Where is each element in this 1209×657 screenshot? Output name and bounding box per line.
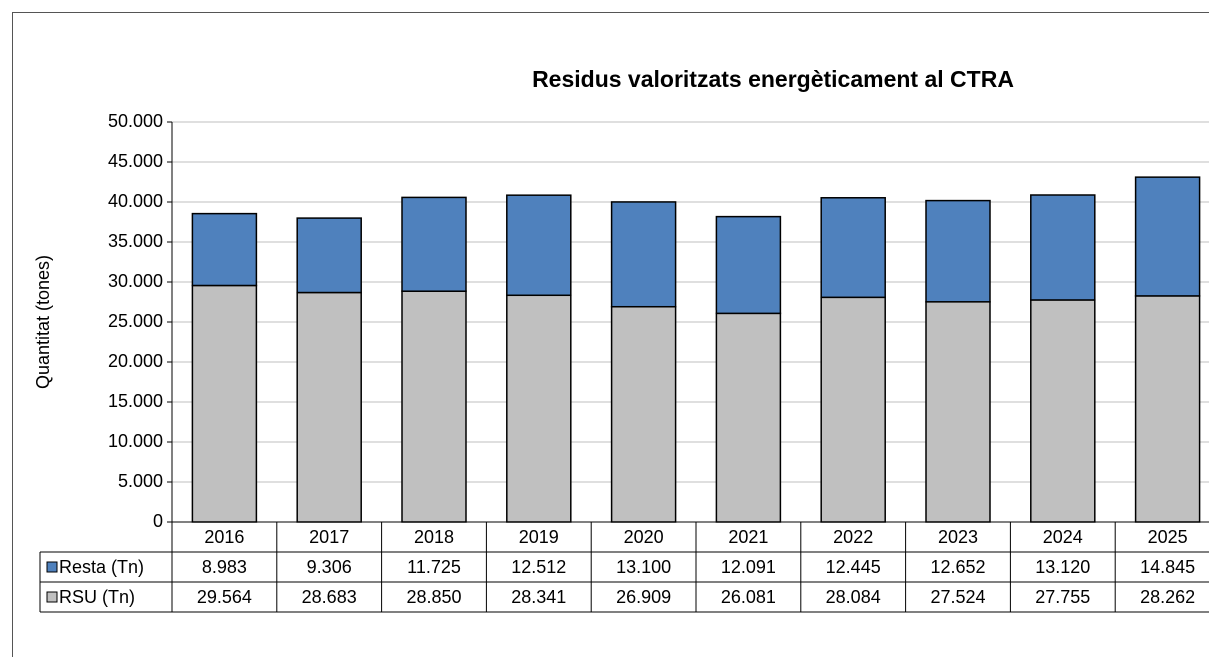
table-value: 27.755: [1035, 587, 1090, 607]
table-value: 9.306: [307, 557, 352, 577]
y-tick-label: 35.000: [108, 231, 163, 251]
x-tick-label: 2020: [624, 527, 664, 547]
bar-segment: [925, 199, 991, 303]
table-value: 14.845: [1140, 557, 1195, 577]
bar-segment: [1134, 295, 1201, 523]
x-tick-label: 2017: [309, 527, 349, 547]
legend-swatch: [46, 591, 58, 603]
table-value: 27.524: [930, 587, 985, 607]
y-tick-label: 50.000: [108, 111, 163, 131]
y-tick-label: 40.000: [108, 191, 163, 211]
x-tick-label: 2023: [938, 527, 978, 547]
bar-segment: [925, 301, 991, 523]
y-tick-label: 5.000: [118, 471, 163, 491]
table-value: 12.512: [511, 557, 566, 577]
bar-segment: [1030, 194, 1096, 301]
y-tick-label: 45.000: [108, 151, 163, 171]
y-axis-label: Quantitat (tones): [33, 255, 53, 389]
y-tick-label: 0: [153, 511, 163, 531]
bar-segment: [296, 217, 362, 294]
bar-segment: [296, 291, 362, 523]
bar-segment: [715, 312, 782, 523]
x-tick-label: 2025: [1148, 527, 1188, 547]
x-tick-label: 2024: [1043, 527, 1083, 547]
x-tick-label: 2016: [204, 527, 244, 547]
y-tick-label: 30.000: [108, 271, 163, 291]
y-tick-label: 10.000: [108, 431, 163, 451]
table-value: 28.341: [511, 587, 566, 607]
bar-segment: [401, 290, 467, 523]
x-tick-label: 2019: [519, 527, 559, 547]
table-value: 12.652: [930, 557, 985, 577]
bar-segment: [610, 201, 677, 308]
table-value: 28.850: [406, 587, 461, 607]
legend-swatch: [46, 561, 58, 573]
table-value: 28.683: [302, 587, 357, 607]
legend-label: Resta (Tn): [59, 557, 144, 577]
legend-label: RSU (Tn): [59, 587, 135, 607]
x-tick-label: 2022: [833, 527, 873, 547]
table-value: 28.262: [1140, 587, 1195, 607]
table-value: 13.120: [1035, 557, 1090, 577]
bar-segment: [1134, 176, 1201, 297]
bar-segment: [401, 196, 467, 292]
bar-segment: [191, 212, 258, 287]
table-value: 29.564: [197, 587, 252, 607]
table-value: 28.084: [826, 587, 881, 607]
bar-segment: [191, 284, 258, 523]
chart-title: Residus valoritzats energèticament al CT…: [532, 66, 1014, 92]
bar-segment: [1030, 299, 1096, 523]
bar-segment: [715, 215, 782, 315]
table-value: 26.081: [721, 587, 776, 607]
table-value: 13.100: [616, 557, 671, 577]
bar-segment: [820, 197, 886, 299]
bar-segment: [610, 305, 677, 523]
bar-segment: [506, 294, 572, 523]
table-value: 11.725: [407, 557, 461, 577]
x-tick-label: 2018: [414, 527, 454, 547]
y-tick-label: 25.000: [108, 311, 163, 331]
chart-border: [12, 12, 1209, 657]
y-tick-label: 20.000: [108, 351, 163, 371]
table-value: 12.445: [826, 557, 881, 577]
table-value: 12.091: [721, 557, 776, 577]
y-tick-label: 15.000: [108, 391, 163, 411]
bar-segment: [820, 296, 886, 523]
table-value: 8.983: [202, 557, 247, 577]
bar-segment: [506, 194, 572, 297]
x-tick-label: 2021: [728, 527, 768, 547]
table-value: 26.909: [616, 587, 671, 607]
